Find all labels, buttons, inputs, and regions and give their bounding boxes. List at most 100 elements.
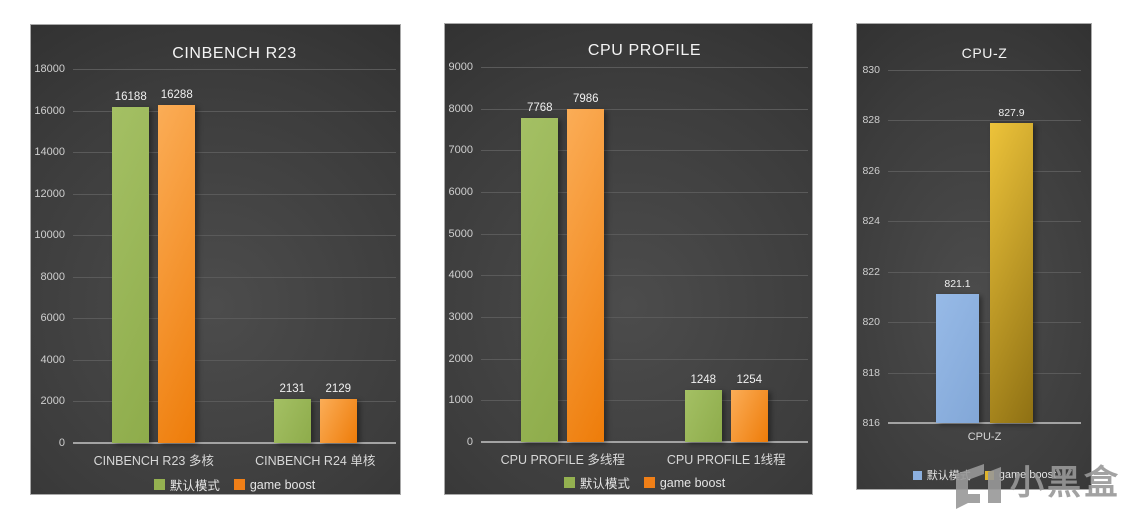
gridline — [73, 235, 396, 237]
legend: 默认模式 game boost — [481, 473, 808, 492]
bar — [158, 104, 196, 443]
value-label: 16288 — [160, 88, 193, 101]
gridline — [481, 67, 808, 68]
gridline — [73, 276, 396, 278]
gridline — [888, 70, 1081, 71]
bar — [730, 389, 768, 442]
legend-swatch — [984, 470, 994, 480]
legend-swatch — [912, 470, 922, 480]
y-tick-label: 5000 — [448, 227, 473, 240]
gridline — [73, 359, 396, 361]
legend-item: game boost — [643, 475, 726, 490]
y-tick-label: 18000 — [34, 63, 65, 75]
bar — [936, 294, 979, 423]
legend-item: game boost — [984, 469, 1057, 481]
chart-title: CINBENCH R23 — [172, 45, 297, 62]
y-tick-label: 4000 — [448, 269, 473, 282]
gridline — [888, 271, 1081, 273]
gridline — [481, 150, 808, 152]
y-tick-label: 4000 — [40, 353, 65, 366]
y-tick-label: 14000 — [34, 146, 65, 159]
value-label: 7768 — [526, 102, 553, 115]
gridline — [481, 275, 808, 277]
bar — [521, 118, 559, 442]
value-label: 7986 — [572, 93, 599, 106]
chart-panel-cpu-profile: CPU PROFILE 9000 8000 7000 6000 5000 4000 3000 2… — [444, 23, 813, 495]
y-tick-label: 0 — [58, 437, 65, 449]
legend-item: game boost — [233, 477, 316, 492]
gridline — [888, 120, 1081, 122]
gridline — [73, 401, 396, 403]
legend-label: game boost — [249, 477, 316, 492]
legend-label: game boost — [659, 475, 726, 490]
y-tick-label: 0 — [466, 436, 473, 448]
gridline — [481, 400, 808, 402]
category-label: CINBENCH R24 单核 — [255, 454, 376, 468]
y-tick-label: 6000 — [448, 186, 473, 198]
gridline — [73, 193, 396, 195]
legend-item: 默认模式 — [563, 473, 630, 492]
y-tick-label: 2000 — [40, 395, 65, 408]
legend-swatch — [563, 477, 575, 488]
y-tick-label: 826 — [862, 164, 880, 177]
bar — [112, 106, 150, 443]
y-tick-label: 824 — [862, 215, 880, 228]
chart-panel-cinbench-r23: CINBENCH R23 18000 16000 14000 12000 10000 800… — [30, 24, 401, 495]
chart-title: CPU-Z — [961, 45, 1008, 61]
legend-label: 默认模式 — [926, 470, 971, 482]
y-tick-label: 12000 — [34, 187, 65, 200]
x-axis-line — [73, 442, 396, 444]
gridline — [888, 322, 1081, 324]
y-tick-label: 3000 — [448, 311, 473, 323]
bar — [273, 398, 311, 443]
gridline — [888, 372, 1081, 374]
chart-title: CPU PROFILE — [587, 42, 702, 59]
bar — [684, 390, 722, 442]
chart-panel-cpu-z: CPU-Z 830 828 826 824 822 820 818 816 CPU-Z 821.1 8… — [856, 23, 1092, 490]
value-label: 1248 — [690, 374, 717, 386]
value-label: 2129 — [325, 382, 352, 395]
gridline — [481, 192, 808, 193]
y-tick-label: 818 — [862, 366, 880, 379]
legend: 默认模式 game boost — [73, 475, 396, 494]
gridline — [481, 108, 808, 110]
value-label: 821.1 — [944, 278, 971, 291]
gridline — [73, 69, 396, 70]
y-tick-label: 10000 — [34, 229, 65, 242]
bar — [990, 122, 1033, 423]
category-label: CPU PROFILE 多线程 — [500, 453, 625, 467]
y-tick-label: 830 — [862, 64, 880, 76]
x-axis-line — [481, 441, 808, 443]
value-label: 1254 — [736, 373, 763, 386]
y-tick-label: 822 — [862, 265, 880, 278]
gridline — [888, 221, 1081, 223]
legend-label: 默认模式 — [169, 479, 220, 493]
gridline — [73, 318, 396, 320]
value-label: 2131 — [279, 382, 306, 395]
legend-swatch — [643, 477, 655, 488]
y-tick-label: 816 — [862, 417, 880, 429]
value-label: 16188 — [114, 90, 147, 103]
y-tick-label: 8000 — [40, 270, 65, 283]
gridline — [888, 170, 1081, 172]
y-tick-label: 9000 — [448, 61, 473, 73]
legend-label: game boost — [998, 469, 1057, 481]
y-tick-label: 828 — [862, 114, 880, 127]
gridline — [481, 233, 808, 235]
y-tick-label: 8000 — [448, 102, 473, 115]
value-label: 827.9 — [998, 106, 1025, 119]
legend-item: 默认模式 — [912, 467, 971, 483]
y-tick-label: 820 — [862, 316, 880, 329]
gridline — [73, 152, 396, 154]
y-tick-label: 6000 — [40, 312, 65, 325]
y-tick-label: 2000 — [448, 352, 473, 365]
category-label: CPU PROFILE 1线程 — [666, 453, 786, 467]
gridline — [481, 358, 808, 360]
gridline — [481, 317, 808, 318]
bar — [567, 109, 605, 442]
bar — [319, 398, 357, 443]
gridline — [73, 110, 396, 112]
legend-swatch — [153, 479, 165, 490]
legend-swatch — [233, 479, 245, 490]
